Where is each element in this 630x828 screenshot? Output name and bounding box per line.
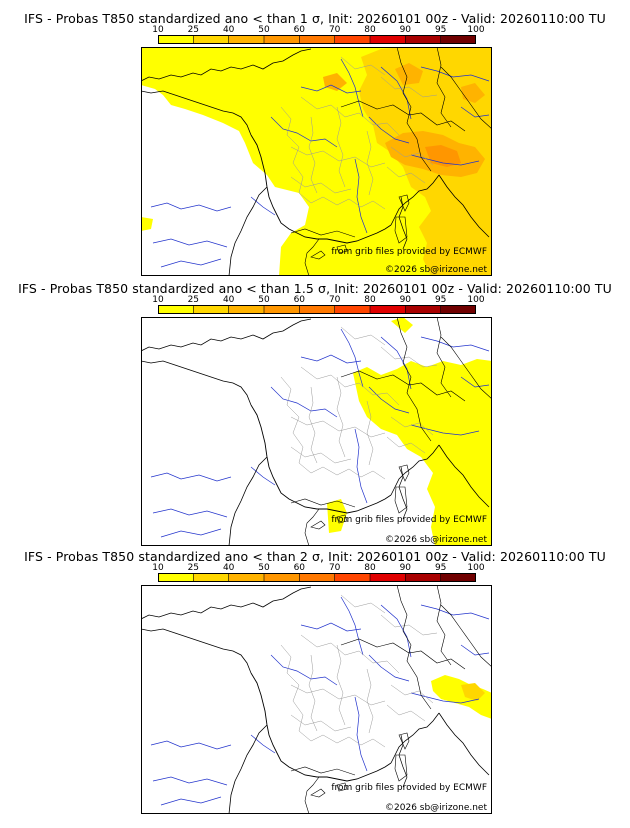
source-credit: from grib files provided by ECMWF <box>331 783 487 793</box>
tick-label: 70 <box>328 25 341 35</box>
colorbar-cell <box>193 305 230 314</box>
probability-area <box>353 359 492 546</box>
colorbar-cell <box>440 573 476 582</box>
colorbar-cell <box>299 305 336 314</box>
colorbar-cell <box>405 305 442 314</box>
tick-label: 80 <box>364 295 376 305</box>
tick-label: 60 <box>293 25 306 35</box>
colorbar <box>158 573 476 582</box>
colorbar-cell <box>263 305 300 314</box>
tick-label: 90 <box>399 295 412 305</box>
tick-label: 25 <box>187 563 200 573</box>
colorbar-cell <box>440 305 476 314</box>
colorbar-cell <box>405 35 442 44</box>
source-credit: from grib files provided by ECMWF <box>331 247 487 257</box>
tick-label: 90 <box>399 25 412 35</box>
tick-label: 100 <box>467 295 485 305</box>
colorbar-cell <box>334 305 371 314</box>
tick-label: 10 <box>152 25 164 35</box>
tick-label: 10 <box>152 563 164 573</box>
tick-label: 100 <box>467 25 485 35</box>
probability-area <box>463 425 492 449</box>
probability-area <box>395 63 423 85</box>
tick-label: 50 <box>258 563 270 573</box>
tick-label: 25 <box>187 295 200 305</box>
colorbar-cell <box>228 35 265 44</box>
tick-label: 100 <box>467 563 485 573</box>
colorbar-labels: 10 25 40 50 60 70 80 90 95 100 <box>152 295 484 306</box>
colorbar-labels: 10 25 40 50 60 70 80 90 95 100 <box>152 563 484 574</box>
colorbar-cell <box>405 573 442 582</box>
colorbar-cell <box>228 573 265 582</box>
colorbar-cell <box>158 305 194 314</box>
tick-label: 70 <box>328 563 341 573</box>
colorbar-cell <box>263 35 300 44</box>
tick-label: 60 <box>293 563 306 573</box>
map-panel-1: IFS - Probas T850 standardized ano < tha… <box>0 0 630 276</box>
probability-map: from grib files provided by ECMWF ©2026 … <box>141 317 492 546</box>
copyright: ©2026 sb@irizone.net <box>385 265 487 275</box>
map-panel-2: IFS - Probas T850 standardized ano < tha… <box>0 270 630 546</box>
tick-label: 40 <box>222 563 235 573</box>
tick-label: 90 <box>399 563 412 573</box>
colorbar-cell <box>193 35 230 44</box>
tick-label: 80 <box>364 25 376 35</box>
probability-area <box>425 145 461 167</box>
colorbar-cell <box>158 573 194 582</box>
tick-label: 40 <box>222 295 235 305</box>
colorbar-cell <box>228 305 265 314</box>
colorbar-cell <box>440 35 476 44</box>
panel-title: IFS - Probas T850 standardized ano < tha… <box>18 281 612 296</box>
colorbar-cell <box>334 35 371 44</box>
tick-label: 95 <box>434 25 447 35</box>
colorbar <box>158 305 476 314</box>
probability-area <box>461 683 485 701</box>
tick-label: 60 <box>293 295 306 305</box>
tick-label: 50 <box>258 25 270 35</box>
colorbar-cell <box>193 573 230 582</box>
probability-map: from grib files provided by ECMWF ©2026 … <box>141 47 492 276</box>
panel-title: IFS - Probas T850 standardized ano < tha… <box>24 11 606 26</box>
panel-title: IFS - Probas T850 standardized ano < tha… <box>24 549 606 564</box>
copyright: ©2026 sb@irizone.net <box>385 535 487 545</box>
colorbar-cell <box>158 35 194 44</box>
probability-area <box>431 675 492 719</box>
tick-label: 10 <box>152 295 164 305</box>
tick-label: 80 <box>364 563 376 573</box>
probability-area <box>323 73 347 91</box>
colorbar-cell <box>334 573 371 582</box>
probability-area <box>141 217 153 231</box>
colorbar-cell <box>299 35 336 44</box>
colorbar-labels: 10 25 40 50 60 70 80 90 95 100 <box>152 25 484 36</box>
colorbar-cell <box>263 573 300 582</box>
tick-label: 40 <box>222 25 235 35</box>
copyright: ©2026 sb@irizone.net <box>385 803 487 813</box>
tick-label: 95 <box>434 295 447 305</box>
probability-area <box>461 83 485 103</box>
colorbar-cell <box>369 573 406 582</box>
tick-label: 25 <box>187 25 200 35</box>
probability-map: from grib files provided by ECMWF ©2026 … <box>141 585 492 814</box>
probability-area <box>391 317 413 333</box>
tick-label: 50 <box>258 295 270 305</box>
probability-area <box>327 499 347 533</box>
colorbar-cell <box>369 35 406 44</box>
map-panel-3: IFS - Probas T850 standardized ano < tha… <box>0 538 630 814</box>
tick-label: 70 <box>328 295 341 305</box>
source-credit: from grib files provided by ECMWF <box>331 515 487 525</box>
colorbar-cell <box>299 573 336 582</box>
colorbar <box>158 35 476 44</box>
colorbar-cell <box>369 305 406 314</box>
tick-label: 95 <box>434 563 447 573</box>
